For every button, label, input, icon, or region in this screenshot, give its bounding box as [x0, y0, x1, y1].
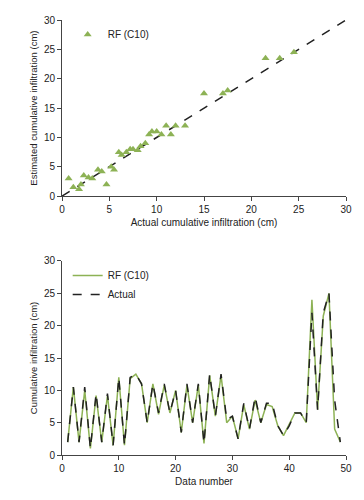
- svg-text:10: 10: [44, 385, 56, 396]
- svg-text:5: 5: [49, 161, 55, 172]
- svg-text:15: 15: [44, 103, 56, 114]
- svg-text:20: 20: [246, 204, 258, 215]
- svg-text:30: 30: [44, 255, 56, 266]
- svg-text:0: 0: [49, 450, 55, 461]
- svg-text:50: 50: [340, 463, 352, 474]
- svg-text:10: 10: [113, 463, 125, 474]
- svg-text:0: 0: [49, 191, 55, 202]
- svg-text:5: 5: [49, 417, 55, 428]
- svg-text:10: 10: [151, 204, 163, 215]
- svg-text:25: 25: [44, 44, 56, 55]
- svg-text:15: 15: [44, 353, 56, 364]
- svg-text:0: 0: [59, 204, 65, 215]
- svg-text:25: 25: [44, 288, 56, 299]
- svg-text:20: 20: [44, 73, 56, 84]
- svg-text:0: 0: [59, 463, 65, 474]
- svg-text:RF (C10): RF (C10): [108, 270, 149, 281]
- svg-text:Actual cumulative infiltration: Actual cumulative infiltration (cm): [131, 217, 278, 228]
- svg-text:Data number: Data number: [175, 476, 233, 487]
- svg-text:Actual: Actual: [108, 289, 136, 300]
- svg-text:30: 30: [44, 15, 56, 26]
- svg-text:15: 15: [198, 204, 210, 215]
- svg-text:Cumulative infiltration (cm): Cumulative infiltration (cm): [28, 302, 39, 414]
- svg-text:25: 25: [293, 204, 305, 215]
- svg-text:5: 5: [107, 204, 113, 215]
- svg-text:30: 30: [340, 204, 352, 215]
- svg-text:40: 40: [284, 463, 296, 474]
- svg-text:20: 20: [44, 320, 56, 331]
- svg-text:Estimated cumulative infiltrat: Estimated cumulative infiltration (cm): [28, 30, 39, 185]
- svg-text:20: 20: [170, 463, 182, 474]
- svg-text:30: 30: [227, 463, 239, 474]
- svg-text:RF (C10): RF (C10): [108, 29, 149, 40]
- svg-text:10: 10: [44, 132, 56, 143]
